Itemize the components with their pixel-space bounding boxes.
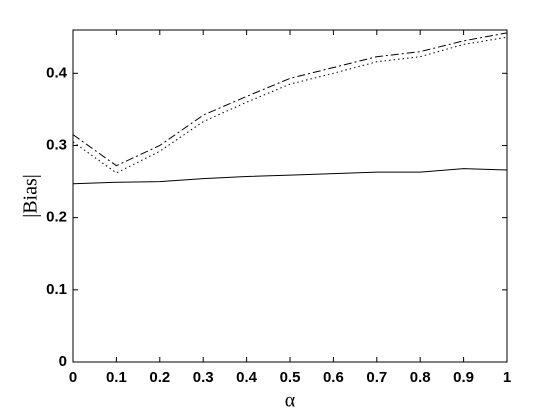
x-tick-label: 0.7 [366, 369, 387, 386]
x-tick-label: 1 [503, 369, 511, 386]
plot-frame [72, 29, 508, 363]
x-axis-label: α [285, 390, 296, 412]
y-tick-label: 0.3 [46, 136, 67, 153]
x-tick-label: 0.2 [149, 369, 170, 386]
y-tick-label: 0.2 [46, 209, 67, 226]
x-tick-label: 0.3 [193, 369, 214, 386]
y-tick-label: 0 [59, 353, 67, 370]
x-tick-label: 0.6 [323, 369, 344, 386]
y-axis-label: |Bias| [20, 174, 42, 218]
x-tick-label: 0.5 [280, 369, 301, 386]
y-tick-label: 0.1 [46, 281, 67, 298]
x-tick-label: 0.4 [236, 369, 258, 386]
x-tick-label: 0.9 [453, 369, 474, 386]
y-tick-label: 0.4 [46, 64, 68, 81]
series-line [72, 36, 508, 174]
x-tick-label: 0.1 [106, 369, 127, 386]
x-tick-label: 0 [69, 369, 77, 386]
series-line [72, 32, 508, 167]
series-line [72, 168, 508, 185]
x-tick-label: 0.8 [410, 369, 431, 386]
